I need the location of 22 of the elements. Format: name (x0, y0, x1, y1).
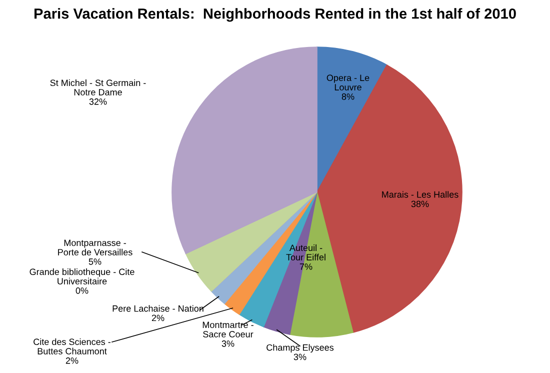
data-label: 3% (222, 340, 234, 347)
slice-label: Champs Elysees (266, 344, 334, 353)
chart-title: Paris Vacation Rentals: Neighborhoods Rented in the 1st half of 2010 (34, 8, 516, 22)
data-label: 38% (411, 200, 429, 208)
pie-slice (316, 46, 388, 192)
data-label: 7% (300, 263, 312, 270)
slice-label: Marais - Les Halles (382, 191, 458, 198)
data-label: 5% (88, 258, 102, 265)
text: 0% (76, 287, 88, 294)
data-label: 2% (66, 357, 78, 364)
pie-slice (172, 46, 318, 254)
data-label: 3% (294, 354, 306, 360)
slice-label: St Michel - St Germain - Notre Dame (50, 79, 146, 96)
slice-label: Cite des Sciences - Buttes Chaumont (34, 338, 110, 354)
data-label: 32% (89, 98, 107, 105)
data-label: 8% (342, 93, 354, 100)
slice-label: Montparnasse - Porte de Versailles (58, 240, 132, 256)
slice-label: Auteuil - Tour Eiffel (286, 244, 326, 260)
slice-label: Montmartre - Sacre Coeur (202, 322, 254, 338)
category-label: Grande bibliotheque - Cite Universitaire (30, 268, 134, 284)
data-label: 2% (152, 314, 164, 322)
slice-label: Opera - Le Louvre (326, 74, 370, 90)
